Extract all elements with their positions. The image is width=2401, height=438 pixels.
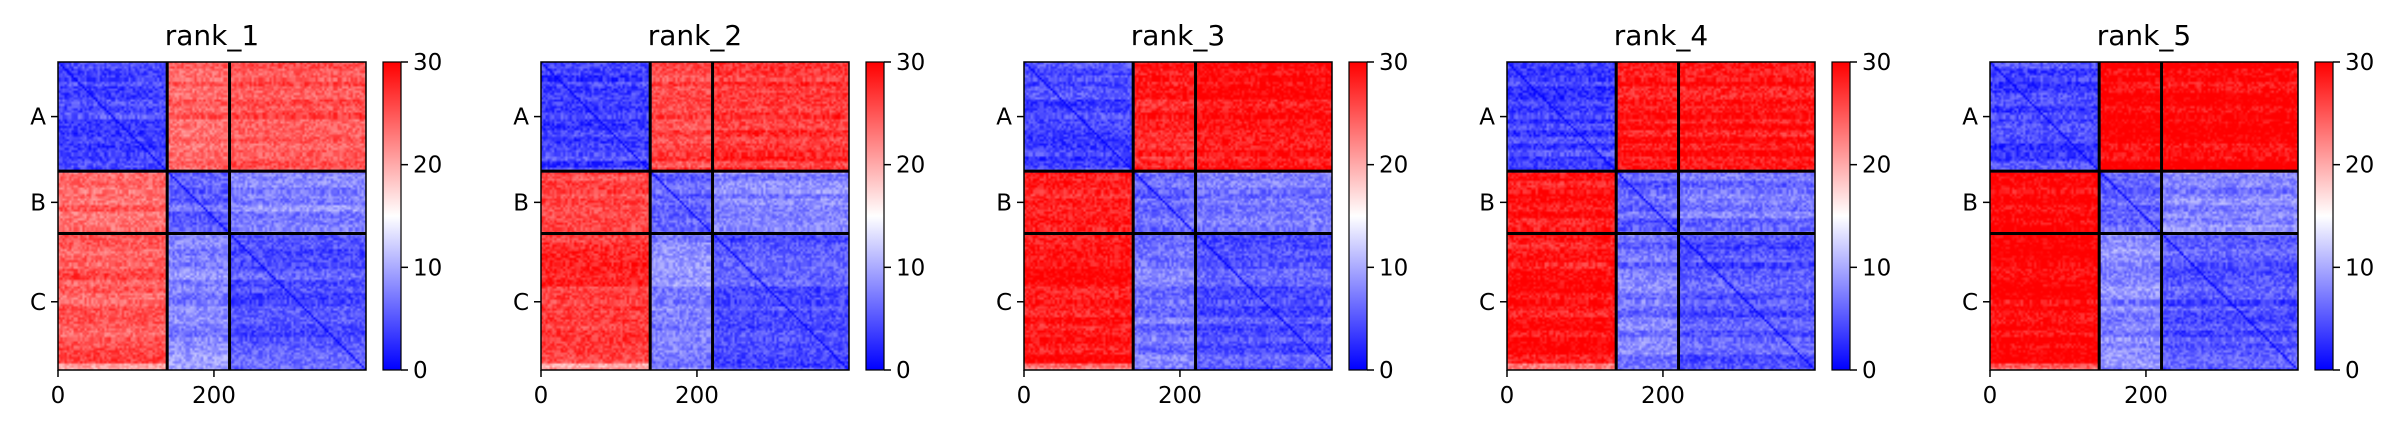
- chain-label: B: [996, 190, 1012, 216]
- panel-title: rank_3: [1131, 19, 1225, 52]
- chain-label: A: [996, 105, 1012, 131]
- colorbar-tick-label: 20: [896, 153, 925, 179]
- colorbar: [2314, 61, 2334, 371]
- colorbar: [1831, 61, 1851, 371]
- chain-label: C: [996, 290, 1012, 316]
- panel-rank_5: rank_5 A B C 0 200 0 10 20 30: [1962, 19, 2374, 409]
- chain-label: A: [1962, 105, 1978, 131]
- colorbar-tick-label: 30: [896, 50, 925, 76]
- colorbar: [382, 61, 402, 371]
- chain-label: C: [1962, 290, 1978, 316]
- chain-label: B: [513, 190, 529, 216]
- colorbar-tick-label: 30: [413, 50, 442, 76]
- colorbar-tick-label: 20: [1379, 153, 1408, 179]
- chain-label: A: [513, 105, 529, 131]
- x-tick-label: 200: [675, 383, 719, 409]
- colorbar: [1348, 61, 1368, 371]
- x-tick-label: 0: [1500, 383, 1515, 409]
- chain-label: A: [1479, 105, 1495, 131]
- colorbar-tick-label: 0: [2345, 358, 2360, 384]
- colorbar-tick-label: 30: [1379, 50, 1408, 76]
- heatmap-frame: [57, 61, 367, 371]
- heatmap-image: [1024, 62, 1332, 370]
- x-tick-label: 200: [192, 383, 236, 409]
- chain-label: B: [30, 190, 46, 216]
- heatmap-image: [58, 62, 366, 370]
- chain-label: A: [30, 105, 46, 131]
- chain-label: B: [1479, 190, 1495, 216]
- panel-title: rank_1: [165, 19, 259, 52]
- panel-title: rank_2: [648, 19, 742, 52]
- colorbar-tick-label: 10: [2345, 255, 2374, 281]
- colorbar-tick-label: 0: [1862, 358, 1877, 384]
- panel-title: rank_4: [1614, 19, 1708, 52]
- colorbar: [865, 61, 885, 371]
- colorbar-tick-label: 30: [1862, 50, 1891, 76]
- colorbar-tick-label: 20: [2345, 153, 2374, 179]
- heatmap-frame: [1023, 61, 1333, 371]
- heatmap-frame: [1506, 61, 1816, 371]
- heatmap-image: [1507, 62, 1815, 370]
- colorbar-tick-label: 0: [1379, 358, 1394, 384]
- panel-rank_1: rank_1 A B C 0 200 0 10 20 30: [30, 19, 442, 409]
- x-tick-label: 0: [1983, 383, 1998, 409]
- panel-title: rank_5: [2097, 19, 2191, 52]
- heatmap-frame: [1989, 61, 2299, 371]
- colorbar-tick-label: 0: [413, 358, 428, 384]
- heatmap-image: [1990, 62, 2298, 370]
- chain-label: C: [513, 290, 529, 316]
- colorbar-tick-label: 30: [2345, 50, 2374, 76]
- colorbar-tick-label: 10: [896, 255, 925, 281]
- panel-rank_4: rank_4 A B C 0 200 0 10 20 30: [1479, 19, 1891, 409]
- heatmap-image: [541, 62, 849, 370]
- colorbar-tick-label: 20: [1862, 153, 1891, 179]
- colorbar-tick-label: 10: [413, 255, 442, 281]
- colorbar-tick-label: 10: [1379, 255, 1408, 281]
- x-tick-label: 200: [1158, 383, 1202, 409]
- heatmap-frame: [540, 61, 850, 371]
- x-tick-label: 0: [534, 383, 549, 409]
- x-tick-label: 0: [51, 383, 66, 409]
- panel-rank_2: rank_2 A B C 0 200 0 10 20 30: [513, 19, 925, 409]
- x-tick-label: 0: [1017, 383, 1032, 409]
- chain-label: C: [30, 290, 46, 316]
- chain-label: C: [1479, 290, 1495, 316]
- x-tick-label: 200: [1641, 383, 1685, 409]
- x-tick-label: 200: [2124, 383, 2168, 409]
- panel-rank_3: rank_3 A B C 0 200 0 10 20 30: [996, 19, 1408, 409]
- colorbar-tick-label: 20: [413, 153, 442, 179]
- colorbar-tick-label: 0: [896, 358, 911, 384]
- colorbar-tick-label: 10: [1862, 255, 1891, 281]
- chain-label: B: [1962, 190, 1978, 216]
